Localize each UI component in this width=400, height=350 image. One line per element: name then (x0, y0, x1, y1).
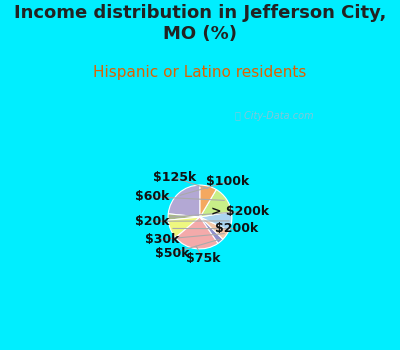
Wedge shape (168, 217, 200, 238)
Wedge shape (168, 185, 200, 217)
Wedge shape (200, 190, 232, 217)
Wedge shape (168, 214, 200, 220)
Wedge shape (200, 212, 232, 230)
Wedge shape (200, 217, 223, 243)
Wedge shape (200, 217, 229, 239)
Text: $50k: $50k (155, 247, 190, 260)
Wedge shape (200, 185, 216, 217)
Wedge shape (176, 217, 218, 249)
Text: $125k: $125k (153, 171, 196, 184)
Text: $30k: $30k (144, 233, 179, 246)
Text: $200k: $200k (214, 222, 258, 235)
Text: ⓘ City-Data.com: ⓘ City-Data.com (235, 111, 314, 121)
Text: $100k: $100k (206, 175, 249, 188)
Text: $75k: $75k (186, 252, 220, 265)
Text: Income distribution in Jefferson City,
MO (%): Income distribution in Jefferson City, M… (14, 4, 386, 43)
Text: $60k: $60k (135, 190, 169, 203)
Text: Hispanic or Latino residents: Hispanic or Latino residents (93, 65, 307, 80)
Text: $20k: $20k (135, 215, 169, 228)
Text: > $200k: > $200k (211, 205, 270, 218)
